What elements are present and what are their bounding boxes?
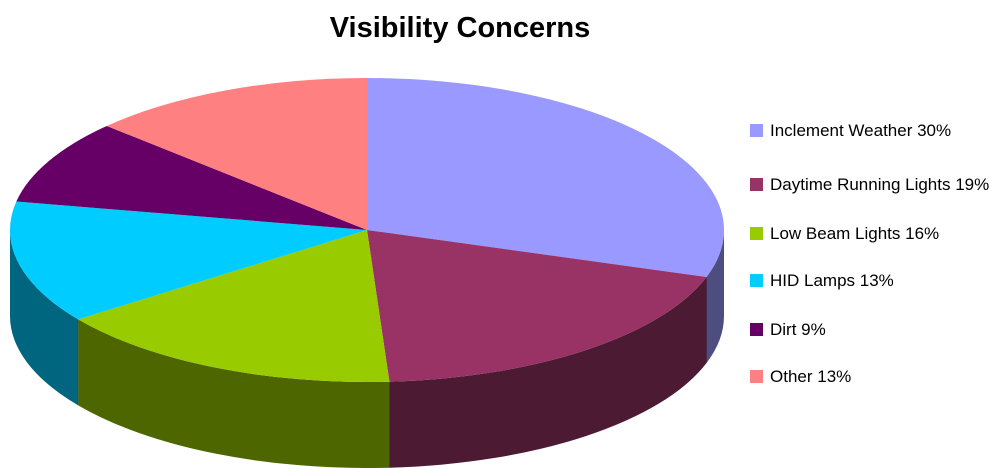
pie-side-2 [78, 319, 390, 468]
pie-slice-0 [367, 78, 725, 277]
legend-item: Inclement Weather 30% [750, 120, 989, 141]
legend-item: Other 13% [750, 366, 989, 387]
pie-slice-4 [16, 125, 367, 230]
legend-swatch [750, 227, 763, 240]
pie-side-1 [389, 276, 707, 468]
pie-slice-5 [106, 78, 367, 230]
legend-label: Low Beam Lights 16% [770, 224, 940, 243]
chart-title: Visibility Concerns [329, 12, 591, 44]
legend-swatch [750, 274, 763, 287]
legend-swatch [750, 124, 763, 137]
legend-item: Dirt 9% [750, 319, 989, 340]
legend-item: Daytime Running Lights 19% [750, 174, 989, 195]
legend-swatch [750, 323, 763, 336]
legend-label: Dirt 9% [770, 320, 826, 339]
pie-side-0 [706, 230, 725, 363]
pie-slice-1 [367, 230, 707, 382]
legend-label: Other 13% [770, 367, 852, 386]
pie-slice-3 [9, 201, 368, 320]
legend-label: HID Lamps 13% [770, 271, 894, 290]
legend-item: HID Lamps 13% [750, 270, 989, 291]
pie-slice-2 [78, 230, 390, 382]
legend-label: Inclement Weather 30% [770, 121, 952, 140]
legend-swatch [750, 178, 763, 191]
pie-tops [9, 78, 725, 382]
legend-item: Low Beam Lights 16% [750, 223, 989, 244]
legend-swatch [750, 370, 763, 383]
pie-sides [10, 230, 725, 468]
pie-side-3 [10, 230, 79, 406]
legend-label: Daytime Running Lights 19% [770, 175, 989, 194]
